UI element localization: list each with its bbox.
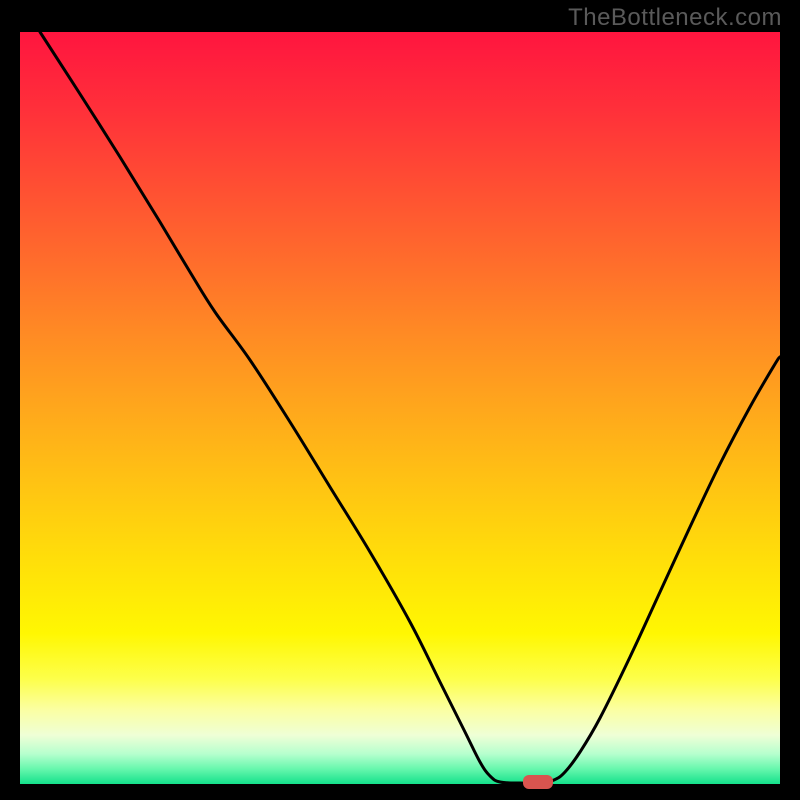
optimal-marker <box>523 775 553 789</box>
chart-container: { "watermark": { "text": "TheBottleneck.… <box>0 0 800 800</box>
plot-area <box>20 32 780 784</box>
bottleneck-curve <box>20 32 780 784</box>
watermark-text: TheBottleneck.com <box>568 4 782 32</box>
